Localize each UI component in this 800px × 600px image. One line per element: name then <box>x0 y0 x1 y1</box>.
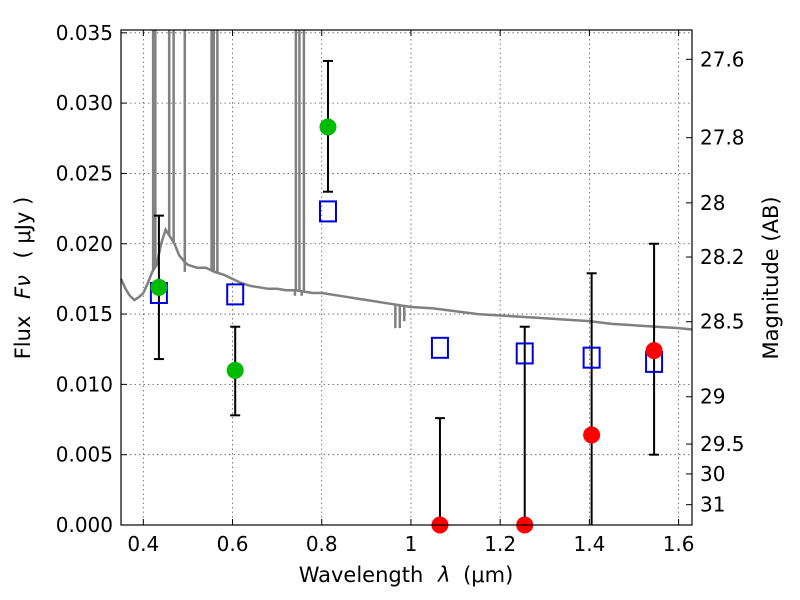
y-tick-label: 0.030 <box>56 91 113 115</box>
model-photometry-square <box>226 283 245 306</box>
y2-tick-label: 27.6 <box>700 47 745 71</box>
sed-spectrum <box>119 30 693 331</box>
y2-tick-label: 29.5 <box>700 432 745 456</box>
nondetection-marker <box>583 426 601 444</box>
y2-tick-label: 28.2 <box>700 245 745 269</box>
model-photometry-square <box>582 346 601 369</box>
grid-lines <box>121 30 692 526</box>
y2-tick-label: 29 <box>700 385 725 409</box>
sed-continuum-line <box>119 226 693 331</box>
y-tick-label: 0.000 <box>56 513 113 537</box>
y-tick-label: 0.010 <box>56 372 113 396</box>
x-tick-label: 0.4 <box>127 532 159 556</box>
y2-tick-label: 31 <box>700 493 725 517</box>
x-tick-label: 1.4 <box>573 532 605 556</box>
model-photometry-square <box>515 342 534 365</box>
y2-tick-label: 27.8 <box>700 126 745 150</box>
x-axis-label: Wavelength λ (μm) <box>299 563 514 587</box>
model-photometry-square <box>430 336 449 359</box>
detection-marker <box>226 361 244 379</box>
y2-tick-label: 28.5 <box>700 310 745 334</box>
photometry-points <box>149 59 664 534</box>
detection-marker <box>319 118 337 136</box>
detection-marker <box>150 278 168 296</box>
plot-frame <box>120 29 693 526</box>
x-tick-label: 1.6 <box>663 532 695 556</box>
x-tick-label: 0.6 <box>217 532 249 556</box>
y-tick-label: 0.025 <box>56 161 113 185</box>
x-tick-label: 1 <box>405 532 418 556</box>
y-tick-label: 0.015 <box>56 302 113 326</box>
y-tick-label: 0.035 <box>56 21 113 45</box>
y2-tick-label: 30 <box>700 462 725 486</box>
y-axis-label: Flux Fν ( μJy ) <box>11 197 35 360</box>
y-tick-label: 0.005 <box>56 443 113 467</box>
nondetection-marker <box>645 342 663 360</box>
y-tick-label: 0.020 <box>56 232 113 256</box>
y2-axis-label: Magnitude (AB) <box>759 196 783 359</box>
x-tick-label: 1.2 <box>484 532 516 556</box>
y2-tick-label: 28 <box>700 191 725 215</box>
model-photometry-square <box>318 200 337 223</box>
axis-ticks: 0.4 0.6 0.8 1 1.2 1.4 1.6 0.000 0.005 0.010 0.015 0… <box>56 21 745 556</box>
x-tick-label: 0.8 <box>306 532 338 556</box>
